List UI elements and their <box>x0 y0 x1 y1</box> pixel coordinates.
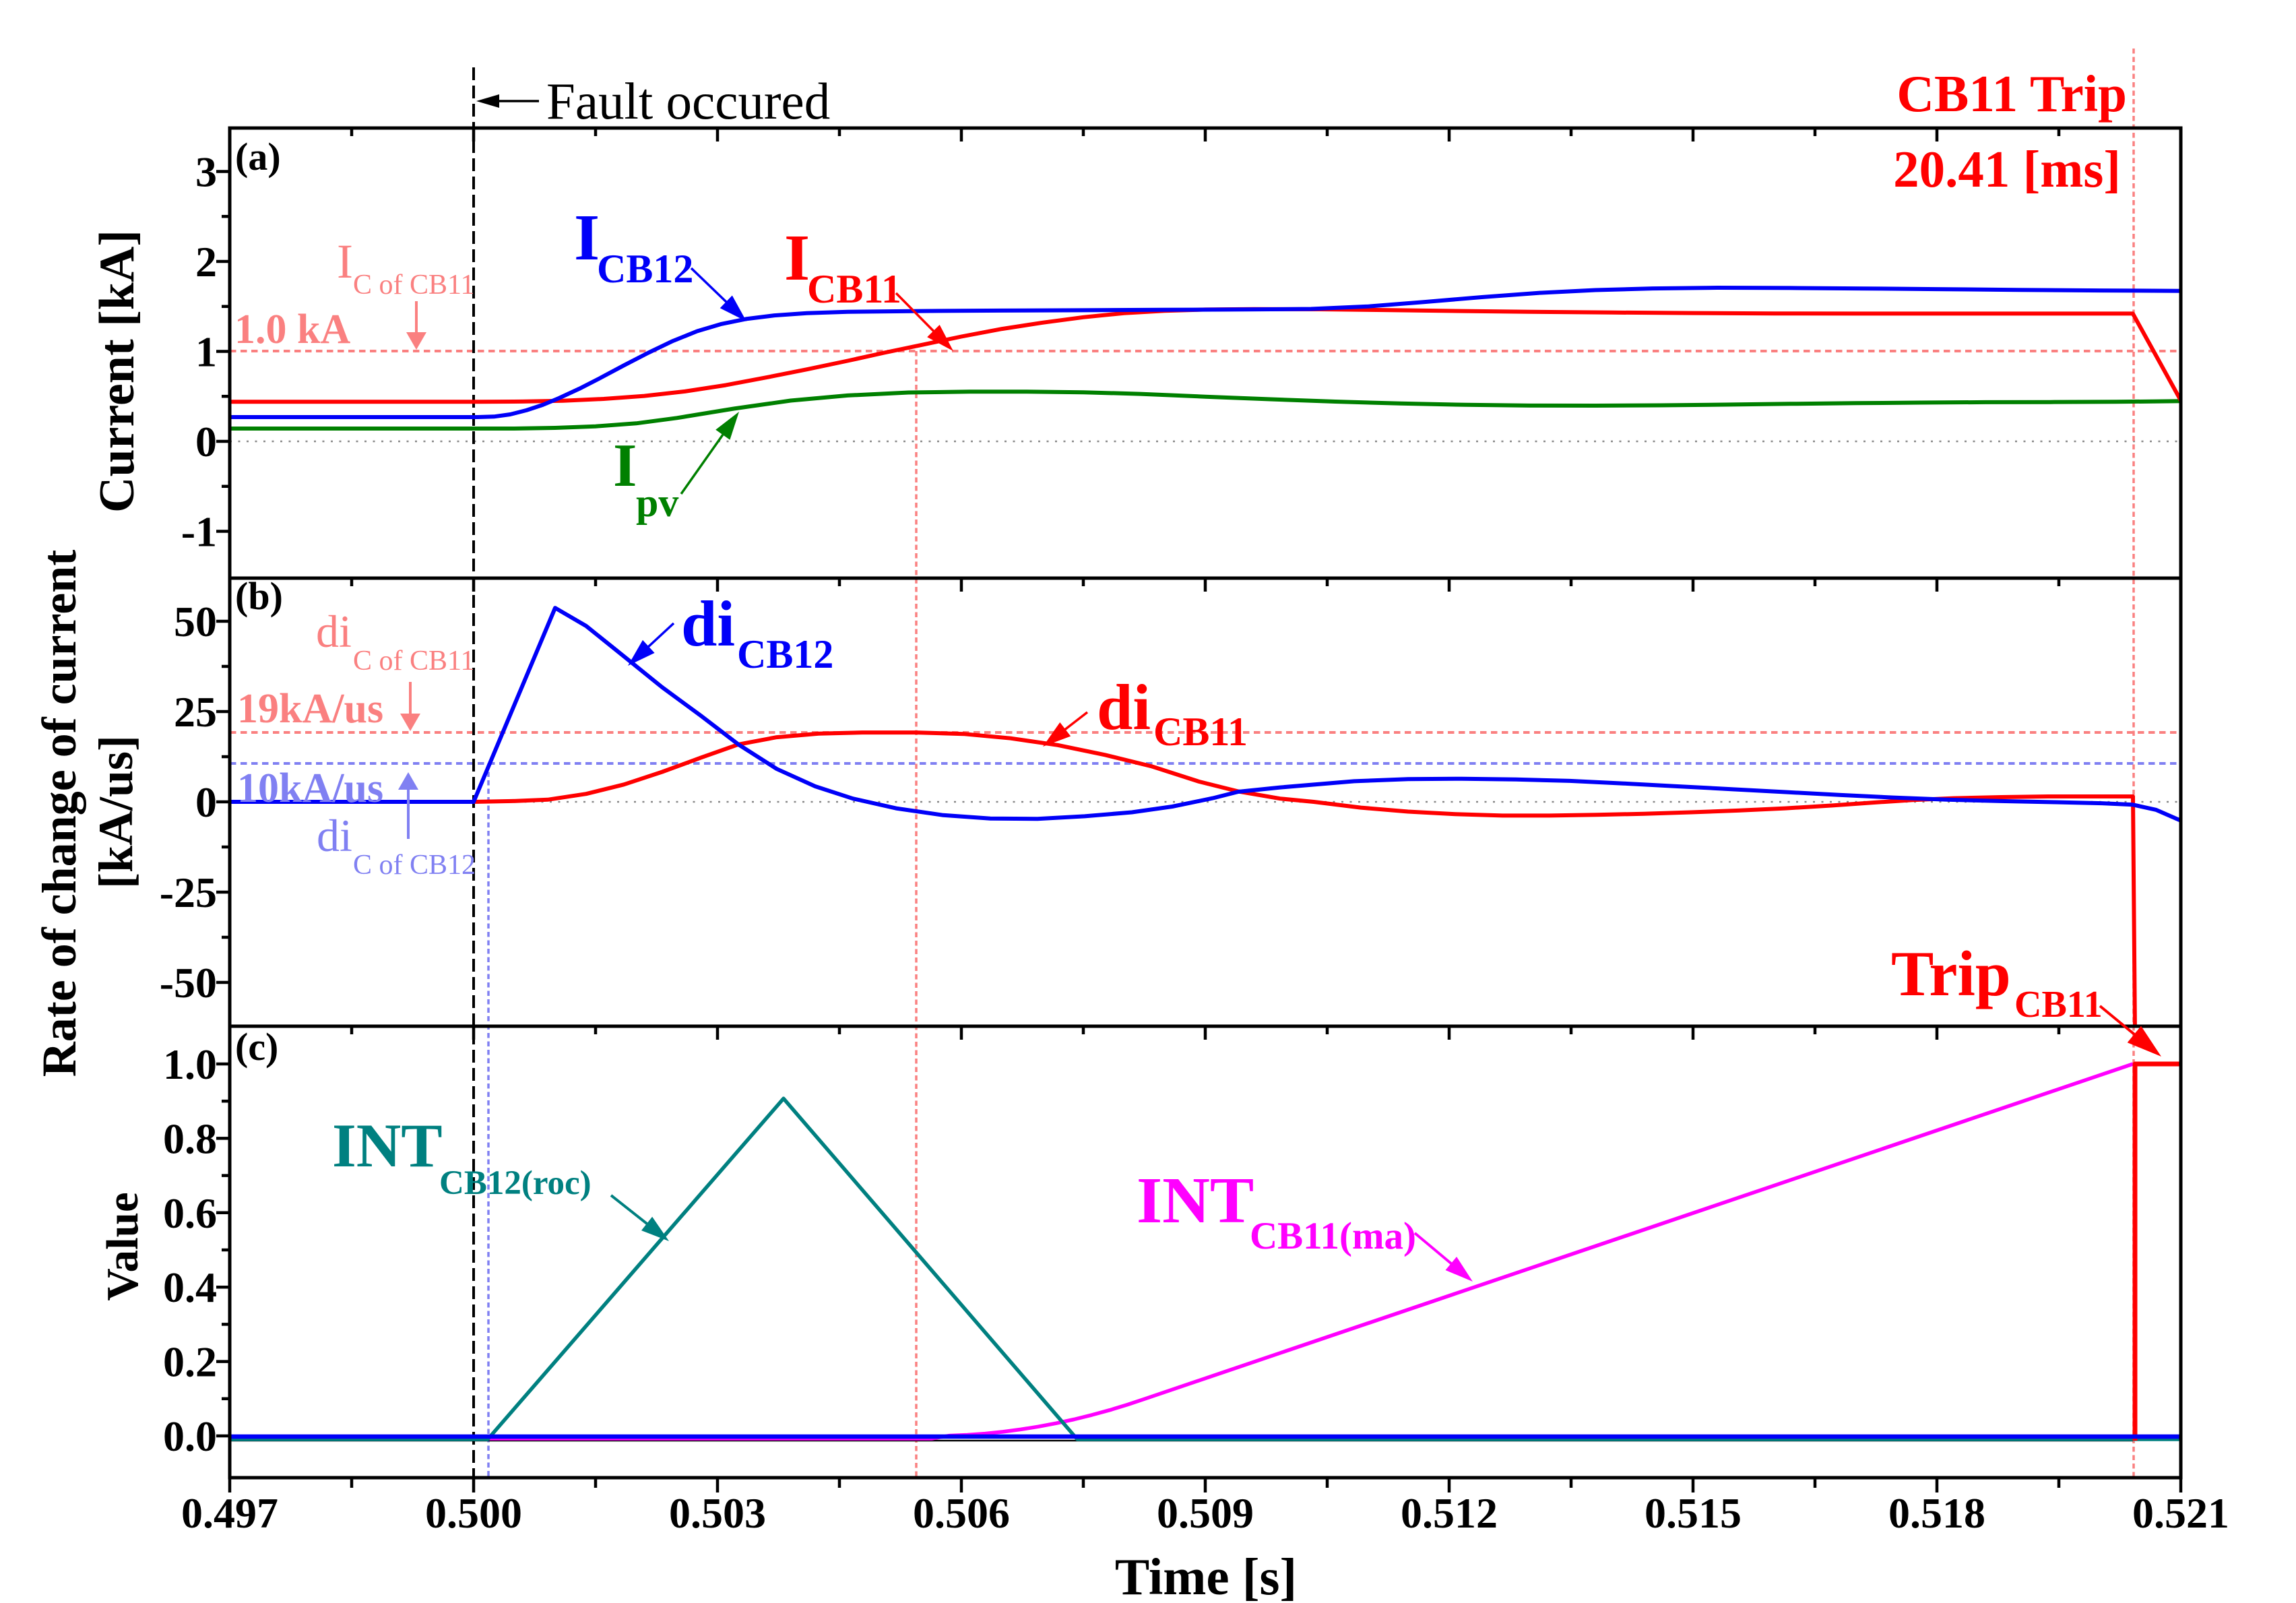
svg-text:0.518: 0.518 <box>1888 1489 1985 1537</box>
svg-text:INT: INT <box>332 1111 443 1180</box>
svg-text:0.500: 0.500 <box>425 1489 522 1537</box>
svg-text:di: di <box>316 606 352 657</box>
svg-text:0.6: 0.6 <box>163 1189 217 1237</box>
svg-text:I: I <box>337 234 353 288</box>
svg-text:I: I <box>784 222 810 294</box>
svg-text:(a): (a) <box>235 135 281 179</box>
svg-text:0.521: 0.521 <box>2132 1489 2229 1537</box>
svg-text:Value: Value <box>98 1192 148 1300</box>
svg-text:CB11(ma): CB11(ma) <box>1250 1215 1416 1257</box>
svg-text:CB11: CB11 <box>807 267 901 311</box>
svg-text:-25: -25 <box>160 869 217 916</box>
svg-text:0.512: 0.512 <box>1401 1489 1498 1537</box>
svg-text:(b): (b) <box>235 574 283 618</box>
svg-text:I: I <box>574 201 600 274</box>
svg-text:CB11 Trip: CB11 Trip <box>1896 65 2127 123</box>
svg-text:Rate of change of current: Rate of change of current <box>32 550 86 1077</box>
svg-text:CB12(roc): CB12(roc) <box>439 1164 592 1202</box>
svg-text:Time [s]: Time [s] <box>1115 1548 1297 1603</box>
svg-text:0.2: 0.2 <box>163 1338 217 1386</box>
svg-text:CB12: CB12 <box>737 632 833 677</box>
svg-text:CB12: CB12 <box>597 247 693 291</box>
svg-text:Trip: Trip <box>1891 938 2011 1009</box>
svg-text:di: di <box>1097 671 1151 743</box>
svg-text:0.4: 0.4 <box>163 1263 217 1311</box>
svg-text:1.0: 1.0 <box>163 1040 217 1088</box>
svg-text:C of CB11: C of CB11 <box>353 646 474 677</box>
svg-text:I: I <box>613 431 637 499</box>
svg-text:INT: INT <box>1137 1164 1254 1237</box>
svg-text:0.509: 0.509 <box>1157 1489 1254 1537</box>
svg-text:C of CB12: C of CB12 <box>353 850 476 881</box>
svg-text:0.503: 0.503 <box>669 1489 766 1537</box>
svg-text:0.8: 0.8 <box>163 1114 217 1162</box>
svg-text:pv: pv <box>636 480 678 525</box>
svg-text:CB11: CB11 <box>2014 984 2103 1026</box>
svg-text:CB11: CB11 <box>1153 710 1248 754</box>
svg-text:(c): (c) <box>235 1025 278 1069</box>
svg-text:0.515: 0.515 <box>1645 1489 1742 1537</box>
svg-text:Current [kA]: Current [kA] <box>90 230 145 513</box>
svg-text:0: 0 <box>195 418 217 466</box>
svg-text:0.0: 0.0 <box>163 1412 217 1460</box>
svg-text:C of CB11: C of CB11 <box>353 270 474 301</box>
svg-text:di: di <box>681 588 735 660</box>
svg-text:0.506: 0.506 <box>913 1489 1010 1537</box>
svg-text:20.41 [ms]: 20.41 [ms] <box>1893 140 2121 198</box>
svg-text:0: 0 <box>195 778 217 826</box>
svg-text:Fault occured: Fault occured <box>546 72 830 130</box>
svg-text:2: 2 <box>195 238 217 286</box>
svg-text:50: 50 <box>174 598 217 646</box>
svg-text:di: di <box>317 810 352 861</box>
svg-text:3: 3 <box>195 148 217 196</box>
svg-text:19kA/us: 19kA/us <box>237 686 383 732</box>
svg-text:1: 1 <box>195 328 217 376</box>
svg-text:1.0 kA: 1.0 kA <box>234 307 350 352</box>
svg-text:-50: -50 <box>160 959 217 1007</box>
svg-text:0.497: 0.497 <box>181 1489 278 1537</box>
svg-text:25: 25 <box>174 688 217 736</box>
svg-text:[kA/us]: [kA/us] <box>89 735 143 889</box>
svg-text:10kA/us: 10kA/us <box>237 765 383 811</box>
svg-text:-1: -1 <box>181 508 217 556</box>
